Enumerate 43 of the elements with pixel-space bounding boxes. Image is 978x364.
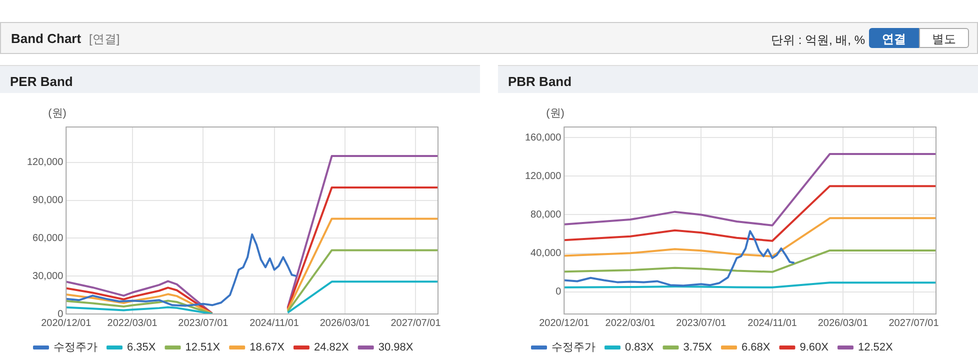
y-tick-label: 40,000 (530, 248, 562, 260)
text: Band Chart (11, 31, 82, 46)
chart-title: PER Band (0, 65, 480, 93)
legend-label: 3.75X (683, 342, 713, 354)
x-tick-label: 2020/12/01 (41, 318, 92, 329)
legend-label: 6.35X (127, 342, 156, 354)
x-tick-label: 2027/07/01 (888, 318, 940, 329)
y-tick-label: 120,000 (524, 170, 562, 182)
legend-label: 6.68X (741, 342, 771, 354)
x-tick-label: 2023/07/01 (178, 318, 229, 329)
x-tick-label: 2024/11/01 (250, 318, 300, 329)
y-tick-label: 60,000 (32, 232, 64, 244)
text: [연결] (89, 31, 120, 48)
y-axis-title: (원) (546, 108, 564, 120)
legend-label: 12.52X (858, 342, 894, 354)
x-tick-label: 2020/12/01 (539, 318, 590, 329)
x-tick-label: 2022/03/01 (107, 318, 158, 329)
legend-label: 9.60X (800, 342, 830, 354)
x-tick-label: 2022/03/01 (605, 318, 656, 329)
legend-label: 12.51X (185, 342, 221, 354)
text: 단위 : 억원, 배, % (771, 32, 866, 49)
x-tick-label: 2026/03/01 (320, 318, 370, 329)
legend-label: 30.98X (378, 342, 414, 354)
legend-label: 수정주가 (54, 342, 98, 354)
legend-label: 24.82X (314, 342, 350, 354)
x-tick-label: 2026/03/01 (818, 318, 868, 329)
y-tick-label: 160,000 (524, 132, 562, 144)
chart-title: PBR Band (498, 65, 978, 93)
x-tick-label: 2027/07/01 (390, 318, 442, 329)
y-tick-label: 80,000 (530, 209, 562, 220)
legend-label: 18.67X (250, 342, 286, 354)
text: 별도 (919, 28, 969, 48)
legend-label: 수정주가 (552, 342, 596, 354)
x-tick-label: 2024/11/01 (748, 318, 798, 329)
y-tick-label: 0 (556, 286, 562, 298)
y-axis-title: (원) (48, 108, 66, 120)
y-tick-label: 0 (58, 308, 64, 320)
text: 연결 (869, 28, 919, 48)
y-tick-label: 90,000 (32, 195, 64, 206)
legend-label: 0.83X (625, 342, 654, 354)
x-tick-label: 2023/07/01 (676, 318, 727, 329)
y-tick-label: 120,000 (26, 157, 64, 168)
y-tick-label: 30,000 (32, 270, 64, 282)
